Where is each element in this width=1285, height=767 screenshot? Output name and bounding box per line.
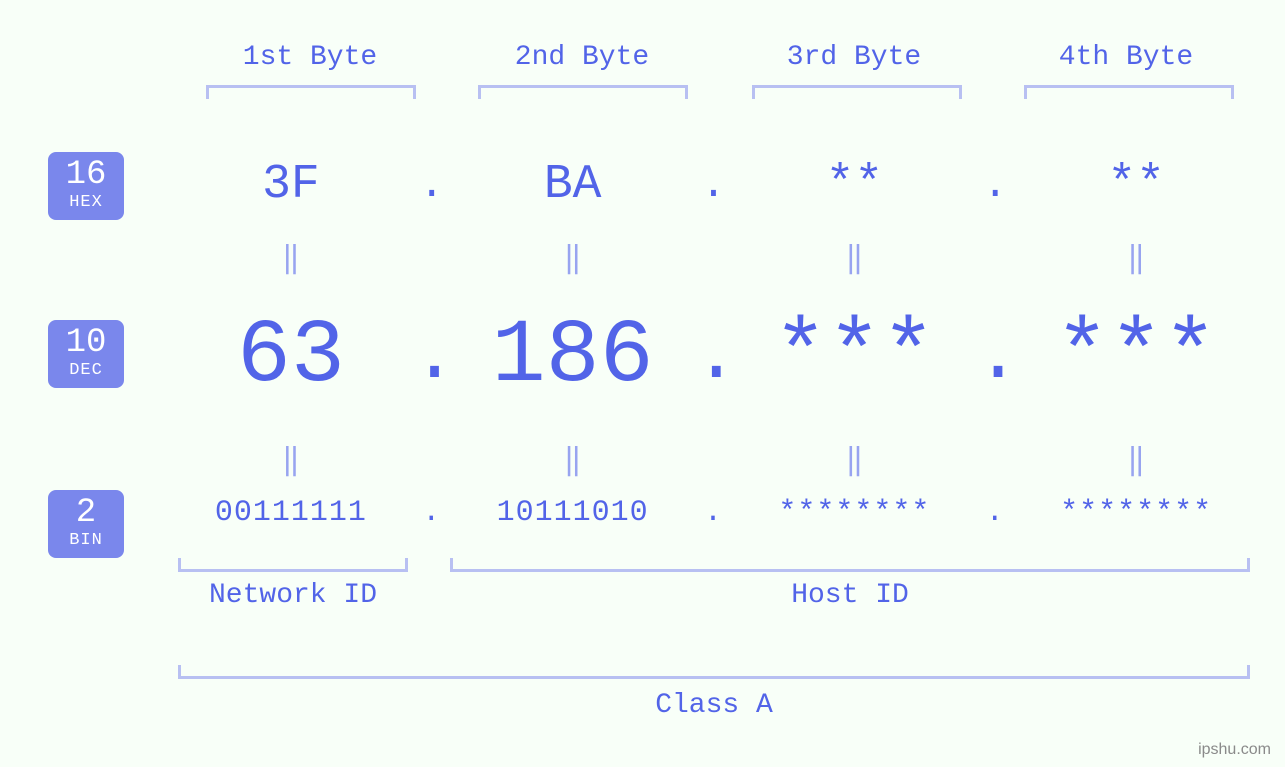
- base-label-bin: BIN: [48, 532, 124, 550]
- base-label-hex: HEX: [48, 194, 124, 212]
- bracket-host-id: [450, 558, 1250, 572]
- hex-sep-3: .: [975, 161, 1015, 209]
- bin-sep-2: .: [694, 496, 734, 530]
- base-num-hex: 16: [48, 158, 124, 194]
- ip-byte-diagram: 1st Byte 2nd Byte 3rd Byte 4th Byte 16 H…: [0, 0, 1285, 767]
- bin-sep-1: .: [412, 496, 452, 530]
- hex-row: 3F . BA . ** . **: [170, 158, 1257, 212]
- equals-row-1: ‖ ‖ ‖ ‖: [170, 240, 1257, 277]
- base-badge-dec: 10 DEC: [48, 320, 124, 388]
- dec-byte-4: ***: [1015, 306, 1257, 408]
- label-network-id: Network ID: [178, 580, 408, 611]
- base-label-dec: DEC: [48, 362, 124, 380]
- equals-2-2: ‖: [452, 442, 694, 479]
- byte-header-2: 2nd Byte: [472, 42, 692, 73]
- bracket-class: [178, 665, 1250, 679]
- label-host-id: Host ID: [450, 580, 1250, 611]
- bracket-top-1: [206, 85, 416, 99]
- bin-byte-2: 10111010: [452, 496, 694, 530]
- hex-byte-3: **: [734, 158, 976, 212]
- bin-byte-1: 00111111: [170, 496, 412, 530]
- equals-1-1: ‖: [170, 240, 412, 277]
- bin-byte-3: ********: [734, 496, 976, 530]
- byte-header-3: 3rd Byte: [744, 42, 964, 73]
- bracket-network-id: [178, 558, 408, 572]
- dec-sep-1: .: [412, 314, 452, 400]
- hex-byte-1: 3F: [170, 158, 412, 212]
- base-badge-hex: 16 HEX: [48, 152, 124, 220]
- dec-byte-1: 63: [170, 306, 412, 408]
- label-class: Class A: [178, 690, 1250, 721]
- base-num-bin: 2: [48, 496, 124, 532]
- equals-row-2: ‖ ‖ ‖ ‖: [170, 442, 1257, 479]
- dec-sep-3: .: [975, 314, 1015, 400]
- dec-byte-3: ***: [734, 306, 976, 408]
- bracket-top-4: [1024, 85, 1234, 99]
- watermark: ipshu.com: [1198, 741, 1271, 759]
- dec-row: 63 . 186 . *** . ***: [170, 306, 1257, 408]
- equals-1-2: ‖: [452, 240, 694, 277]
- bracket-top-3: [752, 85, 962, 99]
- hex-byte-4: **: [1015, 158, 1257, 212]
- dec-byte-2: 186: [452, 306, 694, 408]
- byte-header-1: 1st Byte: [200, 42, 420, 73]
- hex-sep-2: .: [694, 161, 734, 209]
- base-num-dec: 10: [48, 326, 124, 362]
- equals-1-3: ‖: [734, 240, 976, 277]
- bin-row: 00111111 . 10111010 . ******** . *******…: [170, 496, 1257, 530]
- byte-header-4: 4th Byte: [1016, 42, 1236, 73]
- base-badge-bin: 2 BIN: [48, 490, 124, 558]
- equals-2-4: ‖: [1015, 442, 1257, 479]
- equals-2-1: ‖: [170, 442, 412, 479]
- equals-2-3: ‖: [734, 442, 976, 479]
- hex-byte-2: BA: [452, 158, 694, 212]
- hex-sep-1: .: [412, 161, 452, 209]
- bracket-top-2: [478, 85, 688, 99]
- dec-sep-2: .: [694, 314, 734, 400]
- bin-byte-4: ********: [1015, 496, 1257, 530]
- bin-sep-3: .: [975, 496, 1015, 530]
- equals-1-4: ‖: [1015, 240, 1257, 277]
